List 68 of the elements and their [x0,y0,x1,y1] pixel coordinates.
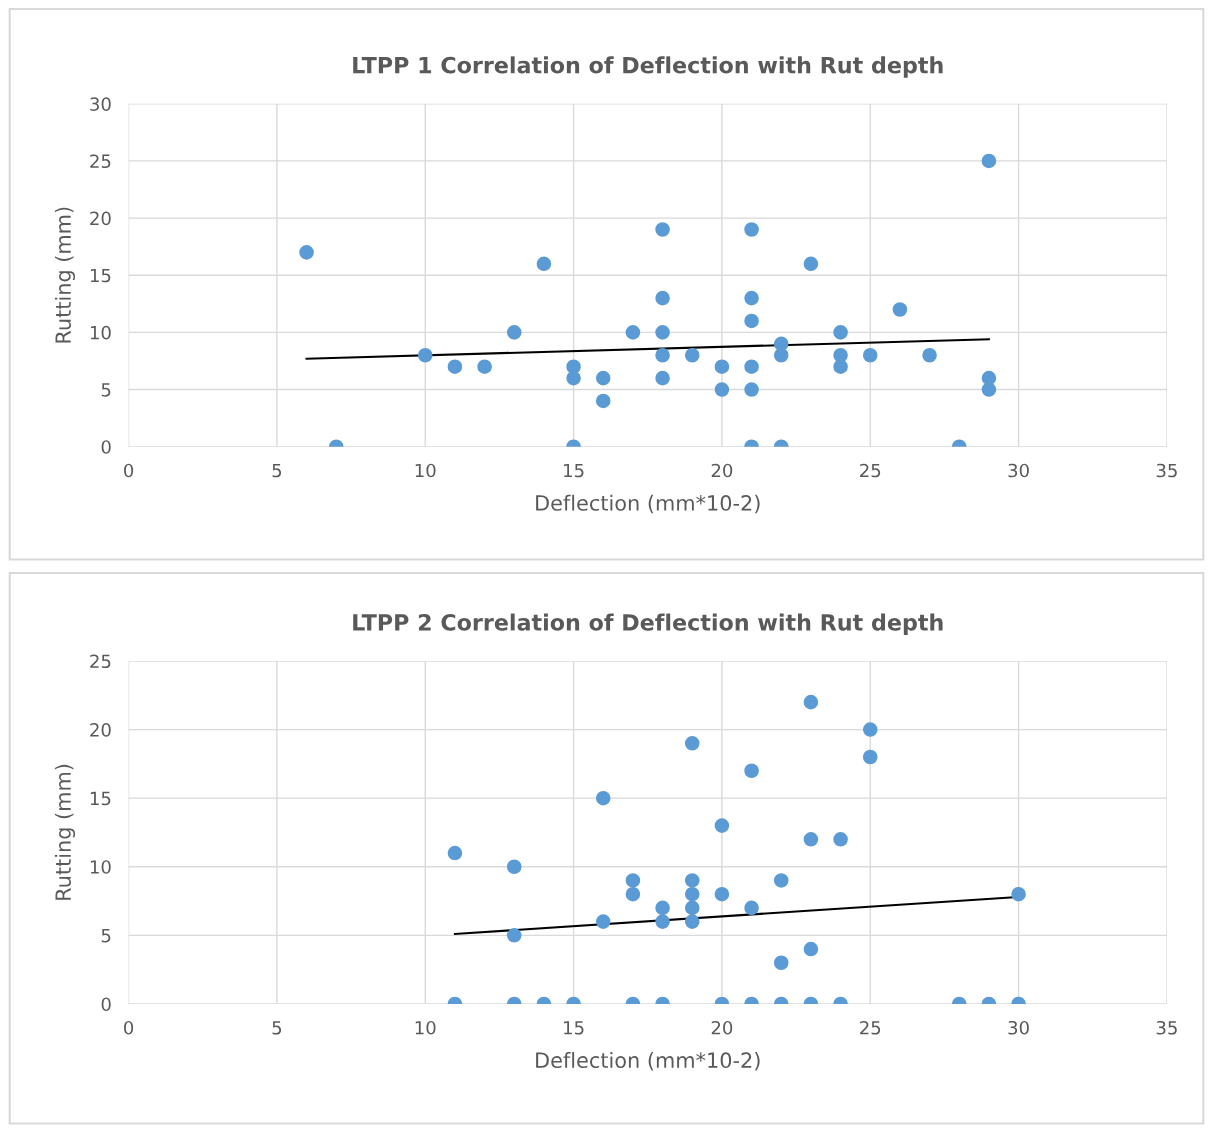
x-tick-label: 30 [1008,1020,1029,1035]
point [714,382,730,397]
point [744,313,759,329]
y-tick-label: 0 [101,440,111,454]
point [684,347,700,363]
point [803,256,819,272]
point [566,370,581,386]
point [655,325,670,340]
point [714,359,730,374]
chart-title: LTPP 1 Correlation of Deflection with Rut depth [353,56,943,78]
x-tick-label: 15 [564,1021,584,1035]
y-axis-title: Rutting (mm) [54,207,76,343]
point [536,256,552,272]
point [417,347,433,363]
y-tick-label: 15 [90,268,111,283]
point [892,302,908,317]
y-tick-label: 25 [90,654,111,669]
point [922,347,937,363]
point [833,325,848,340]
x-tick-label: 25 [860,463,881,478]
point [744,222,759,237]
point [744,382,759,397]
point [447,359,463,374]
y-tick-label: 25 [90,154,111,169]
x-tick-label: 35 [1156,463,1177,478]
point [477,359,492,374]
y-tick-label: 0 [101,997,111,1012]
y-tick-label: 20 [90,723,111,737]
x-tick-label: 30 [1008,463,1029,478]
point [625,325,641,340]
point [655,370,670,386]
x-tick-label: 20 [711,463,733,478]
point [506,325,522,340]
x-tick-label: 0 [124,463,134,478]
y-axis-title: Rutting (mm) [54,764,76,900]
point [981,153,997,169]
point [744,290,759,306]
x-tick-label: 0 [124,1020,134,1035]
x-axis-title: Deflection (mm*10-2) [536,494,760,514]
y-tick-label: 10 [90,860,111,874]
x-tick-label: 10 [415,1020,436,1035]
point [655,347,670,363]
y-tick-label: 5 [101,929,111,943]
point [655,290,670,306]
point [595,393,611,409]
x-tick-label: 15 [564,463,584,478]
x-tick-label: 5 [272,1021,282,1035]
point [862,347,878,363]
point [981,382,997,397]
point [655,222,670,237]
point [299,245,314,260]
point [833,359,848,374]
y-tick-label: 15 [90,791,111,806]
x-tick-label: 10 [415,463,436,478]
x-axis-title: Deflection (mm*10-2) [536,1051,760,1071]
x-tick-label: 35 [1156,1020,1177,1035]
point [833,347,848,363]
point [773,347,789,363]
point [744,359,759,374]
y-tick-label: 10 [90,325,111,340]
y-tick-label: 30 [90,97,111,111]
x-tick-label: 20 [711,1020,733,1035]
point [595,370,611,386]
y-tick-label: 20 [90,211,111,226]
x-tick-label: 25 [860,1020,881,1035]
chart-title: LTPP 2 Correlation of Deflection with Rut depth [353,613,943,636]
x-tick-label: 5 [272,463,282,478]
y-tick-label: 5 [101,383,111,397]
